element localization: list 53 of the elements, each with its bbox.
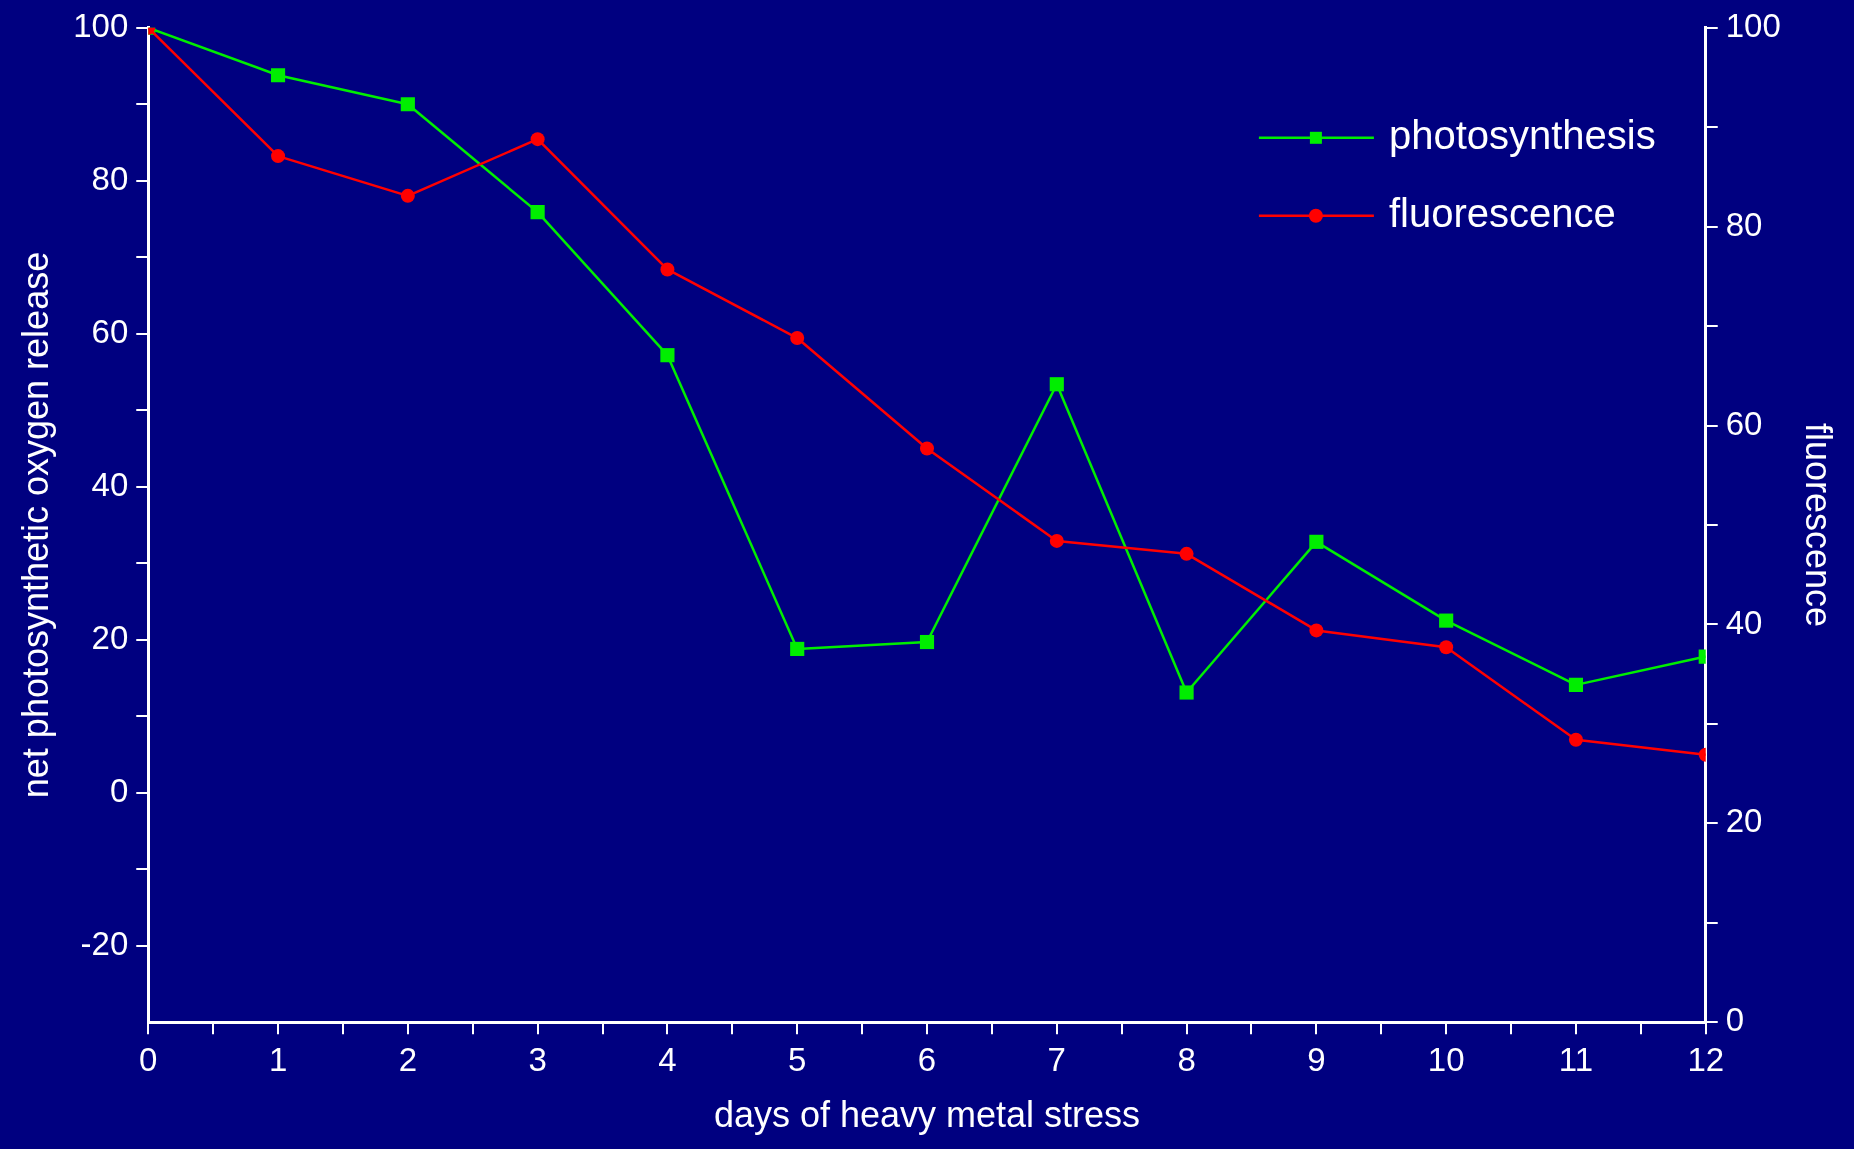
- point: [919, 634, 935, 650]
- point: [271, 149, 286, 164]
- x-tick-label: 6: [917, 1041, 937, 1079]
- y-tick-label: -20: [80, 924, 129, 962]
- legend-label: fluorescence: [1388, 190, 1616, 235]
- y2-tick-label: 60: [1725, 404, 1763, 442]
- x-tick-label: 8: [1177, 1041, 1196, 1079]
- y-tick-label: 20: [91, 618, 129, 656]
- x-tick-label: 7: [1047, 1041, 1066, 1079]
- x-axis-title: days of heavy metal stress: [713, 1094, 1141, 1136]
- y-tick-label: 40: [91, 465, 129, 503]
- point: [1179, 685, 1194, 700]
- point: [660, 262, 675, 277]
- point: [1568, 732, 1583, 747]
- point: [1049, 377, 1064, 392]
- y-tick-label: 0: [109, 771, 129, 809]
- x-tick-label: 9: [1307, 1041, 1326, 1079]
- point: [1309, 534, 1324, 549]
- point: [790, 641, 805, 656]
- y-tick-label: 100: [73, 6, 129, 44]
- x-tick-label: 10: [1427, 1041, 1465, 1079]
- point: [530, 205, 545, 220]
- y-axis-title: net photosynthetic oxygen release: [14, 251, 56, 799]
- y2-axis-title: fluorescence: [1798, 422, 1840, 628]
- point: [920, 441, 934, 456]
- point: [660, 348, 675, 363]
- point: [1568, 677, 1584, 692]
- point: [790, 331, 805, 346]
- x-tick-label: 4: [658, 1041, 677, 1079]
- x-tick-label: 0: [139, 1041, 158, 1079]
- point: [1439, 640, 1454, 655]
- y-tick-label: 80: [91, 159, 129, 197]
- point: [400, 97, 415, 112]
- x-tick-label: 1: [268, 1041, 288, 1079]
- point: [530, 132, 545, 147]
- y2-tick-label: 20: [1725, 802, 1763, 840]
- point: [1309, 623, 1324, 638]
- point: [400, 188, 415, 203]
- x-tick-label: 12: [1687, 1041, 1725, 1079]
- point: [1439, 613, 1454, 628]
- legend-label: photosynthesis: [1388, 112, 1656, 157]
- y-tick-label: 60: [91, 312, 129, 350]
- point: [1049, 533, 1064, 548]
- y2-tick-label: 0: [1725, 1001, 1745, 1039]
- x-tick-label: 2: [398, 1041, 418, 1079]
- point: [270, 68, 286, 83]
- y2-tick-label: 40: [1725, 603, 1763, 641]
- y2-tick-label: 100: [1725, 6, 1781, 44]
- point: [1179, 546, 1194, 561]
- y2-tick-label: 80: [1725, 205, 1763, 243]
- x-tick-label: 5: [788, 1041, 807, 1079]
- x-tick-label: 11: [1558, 1041, 1594, 1079]
- x-tick-label: 3: [528, 1041, 547, 1079]
